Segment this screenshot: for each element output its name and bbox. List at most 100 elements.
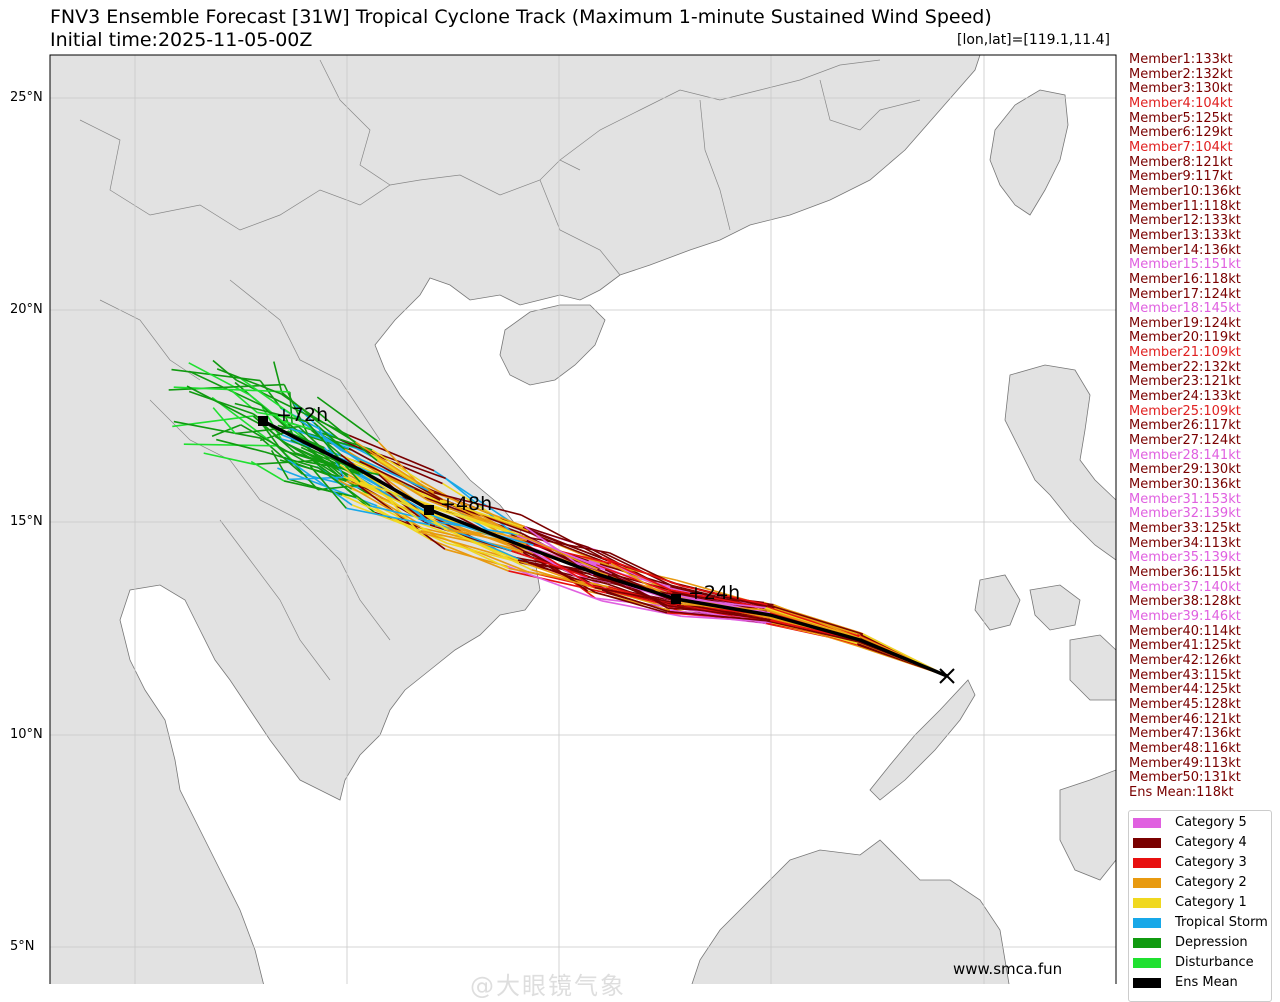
member-entry: Member33:125kt — [1129, 521, 1241, 536]
member-entry: Member27:124kt — [1129, 433, 1241, 449]
track-segment — [446, 542, 520, 564]
track-segment — [767, 603, 864, 635]
legend-entry: Category 1 — [1133, 895, 1247, 910]
track-segment — [276, 445, 319, 491]
member-entry: Member39:146kt — [1129, 608, 1241, 624]
track-segment — [675, 594, 771, 614]
track-segment — [348, 447, 443, 501]
track-segment — [234, 402, 307, 423]
legend-swatch — [1133, 957, 1161, 968]
category-legend: Category 5 Category 4 Category 3 Category 2… — [1128, 810, 1272, 1002]
marker-24h — [671, 594, 681, 604]
member-entry: Member19:124kt — [1129, 315, 1241, 331]
member-entry: Member40:114kt — [1129, 623, 1241, 639]
member-entry: Member45:128kt — [1129, 696, 1241, 712]
track-segment — [305, 421, 361, 483]
track-segment — [359, 460, 441, 501]
track-segment — [171, 368, 261, 382]
legend-swatch — [1133, 837, 1161, 848]
legend-entry: Tropical Storm — [1133, 915, 1268, 930]
track-segment — [529, 532, 610, 565]
member-entry: Member35:139kt — [1129, 550, 1241, 566]
legend-swatch — [1133, 877, 1161, 888]
track-segment — [281, 420, 315, 431]
member-entry: Member32:139kt — [1129, 506, 1241, 522]
member-entry: Member43:115kt — [1129, 667, 1241, 683]
member-entry: Member7:104kt — [1129, 139, 1233, 155]
member-entry: Member21:109kt — [1129, 345, 1241, 361]
marker-48h — [424, 505, 434, 515]
lat-label-15n: 15°N — [10, 514, 43, 529]
legend-entry: Disturbance — [1133, 955, 1254, 970]
track-segment — [439, 499, 524, 528]
track-segment — [518, 533, 598, 570]
track-segment — [670, 589, 765, 609]
track-segment — [357, 484, 446, 550]
track-segment — [346, 507, 431, 526]
member-entry: Member2:132kt — [1129, 66, 1233, 82]
track-segment — [239, 377, 300, 421]
member-entry: Member29:130kt — [1129, 462, 1241, 478]
lat-label-5n: 5°N — [10, 939, 35, 954]
track-segment — [318, 467, 371, 507]
gridlines — [50, 55, 1116, 984]
track-segment — [249, 394, 305, 440]
track-segment — [212, 407, 236, 435]
legend-label: Disturbance — [1175, 955, 1254, 970]
member-entry: Member3:130kt — [1129, 81, 1233, 97]
genesis-marker — [939, 668, 955, 684]
member-entry: Member38:128kt — [1129, 594, 1241, 610]
track-segment — [531, 569, 603, 591]
member-entry: Member6:129kt — [1129, 125, 1233, 141]
legend-label: Ens Mean — [1175, 975, 1238, 990]
track-segment — [417, 499, 519, 536]
member-entry: Member49:113kt — [1129, 755, 1241, 771]
label-24h: +24h — [688, 582, 740, 604]
track-segment — [281, 393, 314, 418]
track-segment — [594, 586, 675, 604]
track-segment — [252, 415, 281, 440]
track-segment — [186, 385, 264, 427]
track-segment — [313, 415, 356, 443]
member-entry: Member11:118kt — [1129, 198, 1241, 214]
legend-entry: Category 2 — [1133, 875, 1247, 890]
member-entry: Member16:118kt — [1129, 271, 1241, 287]
member-entry: Member46:121kt — [1129, 711, 1241, 727]
track-segment — [188, 390, 254, 415]
track-segment — [601, 556, 683, 587]
lat-label-25n: 25°N — [10, 90, 43, 105]
legend-entry: Depression — [1133, 935, 1248, 950]
member-entry: Member36:115kt — [1129, 564, 1241, 580]
member-entry: Member22:132kt — [1129, 359, 1241, 375]
track-segment — [308, 435, 352, 451]
track-segment — [609, 552, 673, 584]
legend-label: Category 3 — [1175, 855, 1247, 870]
member-entry: Member18:145kt — [1129, 301, 1241, 317]
member-entry: Member5:125kt — [1129, 110, 1233, 126]
member-entry: Member41:125kt — [1129, 638, 1241, 654]
coordinate-readout: [lon,lat]=[119.1,11.4] — [956, 32, 1110, 48]
member-entry: Member37:140kt — [1129, 579, 1241, 595]
marker-72h — [258, 416, 268, 426]
member-entry: Member23:121kt — [1129, 374, 1241, 390]
chart-title: FNV3 Ensemble Forecast [31W] Tropical Cy… — [50, 6, 992, 28]
track-segment — [348, 434, 435, 472]
track-segment — [309, 465, 347, 509]
track-segment — [362, 472, 448, 531]
legend-label: Category 5 — [1175, 815, 1247, 830]
member-intensity-list: Member1:133kt Member2:132kt Member3:130kt M… — [1129, 52, 1241, 800]
lat-label-20n: 20°N — [10, 302, 43, 317]
legend-entry: Category 5 — [1133, 815, 1247, 830]
track-segment — [533, 544, 612, 565]
member-entry: Member30:136kt — [1129, 477, 1241, 493]
track-segment — [420, 480, 518, 537]
lat-label-10n: 10°N — [10, 727, 43, 742]
credit-url: www.smca.fun — [953, 960, 1063, 978]
ensemble-mean-track — [262, 419, 948, 678]
track-segment — [216, 368, 282, 395]
label-72h: +72h — [276, 404, 328, 426]
member-entry: Member9:117kt — [1129, 169, 1233, 185]
initial-time: Initial time:2025-11-05-00Z — [50, 29, 313, 51]
member-entry: Member47:136kt — [1129, 726, 1241, 742]
